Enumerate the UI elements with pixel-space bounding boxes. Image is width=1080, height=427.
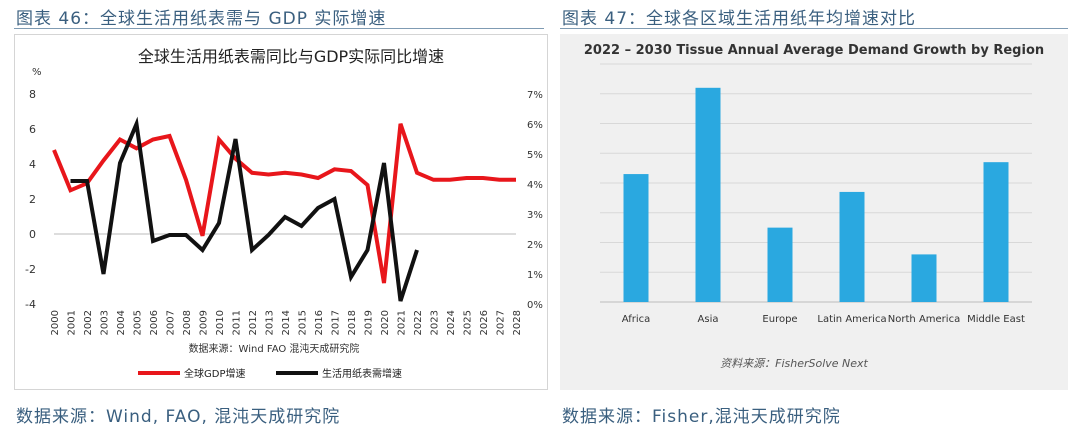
right-axis-tick-label: 0% bbox=[527, 300, 543, 311]
x-axis-tick-label: 2002 bbox=[83, 310, 94, 335]
gdp-tissue-chart-panel: 全球生活用纸表需同比与GDP实际同比增速 % -4 -2 0 2 4 6 8 0% 1% 2% 3%… bbox=[14, 34, 548, 390]
left-axis-unit: % bbox=[32, 67, 42, 78]
right-axis-tick-label: 4% bbox=[527, 180, 543, 191]
chart-note: 数据来源：Wind FAO 混沌天成研究院 bbox=[189, 342, 360, 355]
x-axis-tick-label: 2004 bbox=[116, 310, 127, 335]
x-axis-tick-label: 2015 bbox=[298, 310, 309, 335]
category-label: Latin America bbox=[817, 314, 886, 325]
x-axis-tick-label: 2022 bbox=[413, 310, 424, 335]
left-figure-source: 数据来源：Wind, FAO, 混沌天成研究院 bbox=[16, 407, 341, 427]
right-axis-tick-label: 7% bbox=[527, 90, 543, 101]
x-axis-tick-label: 2013 bbox=[265, 310, 276, 335]
left-axis-tick-label: -4 bbox=[25, 298, 36, 311]
x-axis-tick-label: 2028 bbox=[512, 310, 523, 335]
tissue-demand-line bbox=[70, 116, 419, 302]
x-axis-tick-label: 2021 bbox=[397, 310, 408, 335]
bar-chart-title: 2022 – 2030 Tissue Annual Average Demand… bbox=[584, 43, 1044, 58]
left-axis-tick-label: 2 bbox=[29, 193, 36, 206]
x-axis-tick-label: 2025 bbox=[463, 310, 474, 335]
x-axis-tick-label: 2020 bbox=[380, 310, 391, 335]
x-axis-tick-label: 2012 bbox=[248, 310, 259, 335]
left-axis-tick-label: 4 bbox=[29, 158, 36, 171]
x-axis-tick-label: 2006 bbox=[149, 310, 160, 335]
left-axis-tick-label: -2 bbox=[25, 263, 36, 276]
right-axis-tick-label: 2% bbox=[527, 240, 543, 251]
left-figure-title: 图表 46：全球生活用纸表需与 GDP 实际增速 bbox=[16, 9, 387, 29]
left-axis-tick-label: 8 bbox=[29, 88, 36, 101]
category-label: Africa bbox=[622, 314, 651, 325]
bar-north-america bbox=[911, 254, 937, 302]
x-axis-tick-label: 2011 bbox=[232, 310, 243, 335]
right-axis-tick-label: 5% bbox=[527, 150, 543, 161]
x-axis-tick-label: 2017 bbox=[331, 310, 342, 335]
right-axis-tick-label: 6% bbox=[527, 120, 543, 131]
x-axis-tick-label: 2023 bbox=[430, 310, 441, 335]
x-axis-tick-label: 2016 bbox=[314, 310, 325, 335]
x-axis-tick-label: 2010 bbox=[215, 310, 226, 335]
x-axis-tick-label: 2007 bbox=[166, 310, 177, 335]
right-axis-tick-label: 1% bbox=[527, 270, 543, 281]
bar-latin-america bbox=[839, 191, 865, 302]
x-axis-tick-label: 2027 bbox=[496, 310, 507, 335]
x-axis-tick-label: 2000 bbox=[50, 310, 61, 335]
bar-middle-east bbox=[983, 162, 1009, 302]
x-axis-tick-label: 2005 bbox=[133, 310, 144, 335]
category-label: Middle East bbox=[967, 314, 1025, 325]
gdp-growth-line bbox=[52, 123, 516, 284]
bar-africa bbox=[623, 174, 649, 302]
right-figure-source: 数据来源：Fisher,混沌天成研究院 bbox=[562, 407, 841, 427]
x-axis-tick-label: 2003 bbox=[100, 310, 111, 335]
category-label: North America bbox=[888, 314, 960, 325]
chart-border bbox=[14, 34, 548, 390]
bar-chart-note: 资料来源：FisherSolve Next bbox=[720, 357, 868, 370]
x-axis-tick-label: 2001 bbox=[67, 310, 78, 335]
x-axis-tick-label: 2026 bbox=[479, 310, 490, 335]
left-axis-tick-label: 6 bbox=[29, 123, 36, 136]
bar-europe bbox=[767, 227, 793, 302]
legend-label-tissue: 生活用纸表需增速 bbox=[322, 367, 402, 380]
chart-title: 全球生活用纸表需同比与GDP实际同比增速 bbox=[138, 47, 444, 66]
gdp-tissue-line-chart: 全球生活用纸表需同比与GDP实际同比增速 % -4 -2 0 2 4 6 8 0% 1% 2% 3%… bbox=[14, 34, 548, 390]
x-axis-tick-label: 2019 bbox=[364, 310, 375, 335]
regional-growth-chart-panel: 2022 – 2030 Tissue Annual Average Demand… bbox=[560, 34, 1068, 390]
category-label: Europe bbox=[762, 314, 797, 325]
x-axis-tick-label: 2018 bbox=[347, 310, 358, 335]
legend-label-gdp: 全球GDP增速 bbox=[184, 367, 245, 380]
x-axis-tick-label: 2014 bbox=[281, 310, 292, 335]
bar-asia bbox=[695, 87, 721, 302]
x-axis-tick-label: 2024 bbox=[446, 310, 457, 335]
category-label: Asia bbox=[698, 314, 719, 325]
left-axis-tick-label: 0 bbox=[29, 228, 36, 241]
x-axis-tick-label: 2008 bbox=[182, 310, 193, 335]
left-title-rule bbox=[14, 28, 544, 29]
right-axis-tick-label: 3% bbox=[527, 210, 543, 221]
right-title-rule bbox=[560, 28, 1068, 29]
x-axis-tick-label: 2009 bbox=[199, 310, 210, 335]
right-figure-title: 图表 47：全球各区域生活用纸年均增速对比 bbox=[562, 9, 917, 29]
chart-legend: 全球GDP增速 生活用纸表需增速 bbox=[138, 367, 402, 380]
regional-growth-bar-chart: 2022 – 2030 Tissue Annual Average Demand… bbox=[560, 34, 1068, 390]
